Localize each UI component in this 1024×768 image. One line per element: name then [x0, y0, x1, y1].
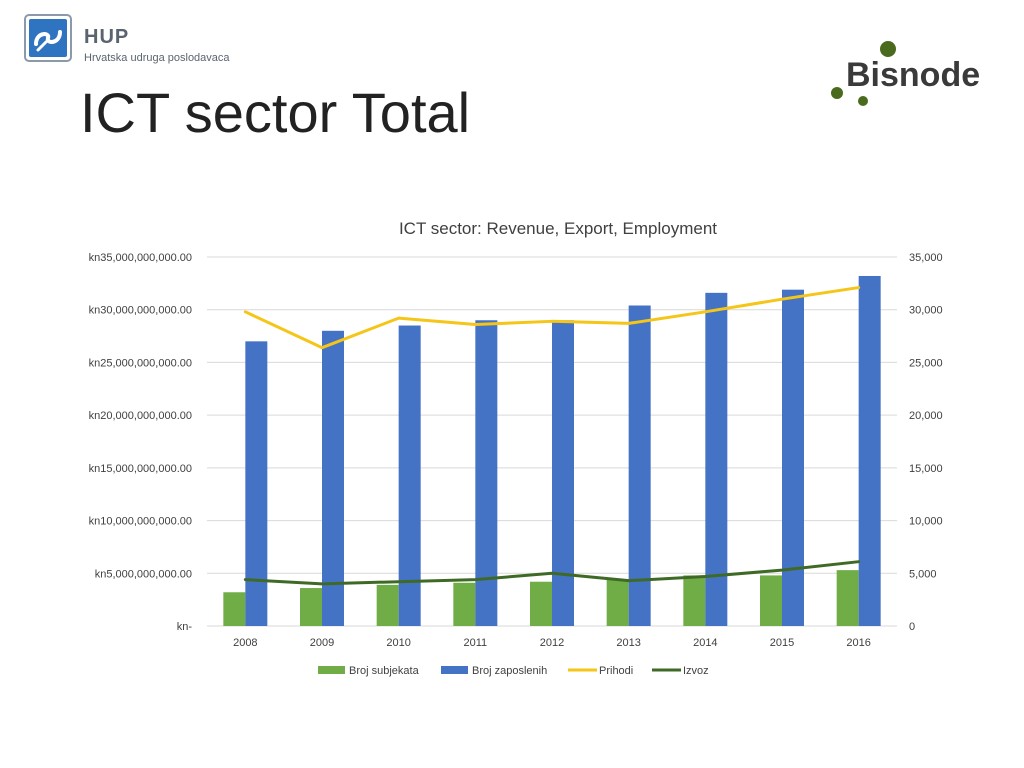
bar-broj-subjekata	[683, 575, 706, 626]
right-axis-tick-label: 5,000	[909, 568, 937, 580]
bar-broj-subjekata	[376, 584, 399, 626]
bar-broj-zaposlenih	[782, 289, 804, 626]
bar-broj-subjekata	[836, 570, 859, 626]
legend-swatch	[318, 666, 345, 674]
bisnode-logo: Bisnode	[831, 41, 980, 106]
left-axis-tick-label: kn5,000,000,000.00	[95, 568, 192, 580]
bar-broj-subjekata	[606, 579, 629, 626]
x-axis-tick-label: 2014	[693, 637, 717, 649]
left-axis-tick-label: kn10,000,000,000.00	[89, 516, 192, 528]
bar-broj-subjekata	[453, 582, 476, 626]
bar-broj-subjekata	[530, 581, 552, 626]
hup-name: HUP	[84, 26, 130, 48]
x-axis-tick-label: 2016	[846, 637, 870, 649]
legend-label: Prihodi	[599, 665, 633, 677]
bisnode-wordmark: Bisnode	[846, 56, 980, 94]
left-axis-tick-label: kn25,000,000,000.00	[89, 357, 192, 369]
left-axis-tick-label: kn15,000,000,000.00	[89, 463, 192, 475]
bar-broj-zaposlenih	[322, 330, 344, 626]
line-izvoz	[243, 560, 861, 586]
chart-title: ICT sector: Revenue, Export, Employment	[399, 219, 717, 238]
bar-broj-zaposlenih	[628, 305, 651, 626]
right-axis-tick-label: 10,000	[909, 516, 943, 528]
bar-broj-subjekata	[300, 588, 322, 626]
slide-title: ICT sector Total	[80, 81, 471, 144]
bisnode-dot-icon	[858, 96, 868, 106]
legend-label: Broj zaposlenih	[472, 665, 547, 677]
x-axis-tick-label: 2010	[386, 637, 410, 649]
right-axis-tick-label: 35,000	[909, 252, 943, 264]
bar-broj-zaposlenih	[705, 292, 728, 626]
right-axis-tick-label: 20,000	[909, 410, 943, 422]
bar-broj-zaposlenih	[245, 341, 268, 626]
bar-broj-subjekata	[223, 592, 246, 626]
x-axis-tick-label: 2012	[540, 637, 564, 649]
legend-swatch	[441, 666, 468, 674]
bar-broj-zaposlenih	[475, 320, 498, 626]
bar-broj-zaposlenih	[398, 325, 421, 626]
left-axis-tick-label: kn-	[177, 621, 193, 633]
bisnode-dot-icon	[880, 41, 896, 57]
hup-subtitle: Hrvatska udruga poslodavaca	[84, 52, 230, 64]
legend-label: Broj subjekata	[349, 665, 420, 677]
left-axis-tick-label: kn35,000,000,000.00	[89, 252, 192, 264]
x-axis-tick-label: 2008	[233, 637, 257, 649]
right-axis-tick-label: 0	[909, 621, 915, 633]
bar-broj-zaposlenih	[858, 275, 881, 626]
x-axis-tick-label: 2009	[310, 637, 334, 649]
bar-broj-subjekata	[760, 575, 782, 626]
bisnode-dot-icon	[831, 87, 843, 99]
x-axis-tick-label: 2013	[616, 637, 640, 649]
legend-label: Izvoz	[683, 665, 709, 677]
right-axis-tick-label: 25,000	[909, 357, 943, 369]
left-axis-tick-label: kn20,000,000,000.00	[89, 410, 192, 422]
hup-logo-icon	[24, 14, 72, 62]
right-axis-tick-label: 15,000	[909, 463, 943, 475]
right-axis-tick-label: 30,000	[909, 305, 943, 317]
x-axis-tick-label: 2015	[770, 637, 794, 649]
x-axis-tick-label: 2011	[464, 637, 488, 649]
line-prihodi	[243, 286, 861, 350]
bar-broj-zaposlenih	[552, 320, 574, 626]
left-axis-tick-label: kn30,000,000,000.00	[89, 305, 192, 317]
